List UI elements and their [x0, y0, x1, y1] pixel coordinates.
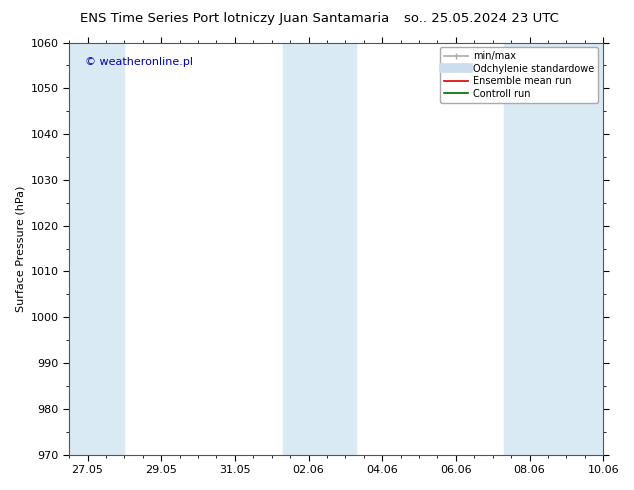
Text: so.. 25.05.2024 23 UTC: so.. 25.05.2024 23 UTC [404, 12, 559, 25]
Bar [504, 43, 603, 455]
Legend: min/max, Odchylenie standardowe, Ensemble mean run, Controll run: min/max, Odchylenie standardowe, Ensembl… [440, 48, 598, 102]
Y-axis label: Surface Pressure (hPa): Surface Pressure (hPa) [15, 185, 25, 312]
Text: ENS Time Series Port lotniczy Juan Santamaria: ENS Time Series Port lotniczy Juan Santa… [80, 12, 389, 25]
Bar [69, 43, 124, 455]
Bar [283, 43, 356, 455]
Text: © weatheronline.pl: © weatheronline.pl [85, 57, 193, 67]
